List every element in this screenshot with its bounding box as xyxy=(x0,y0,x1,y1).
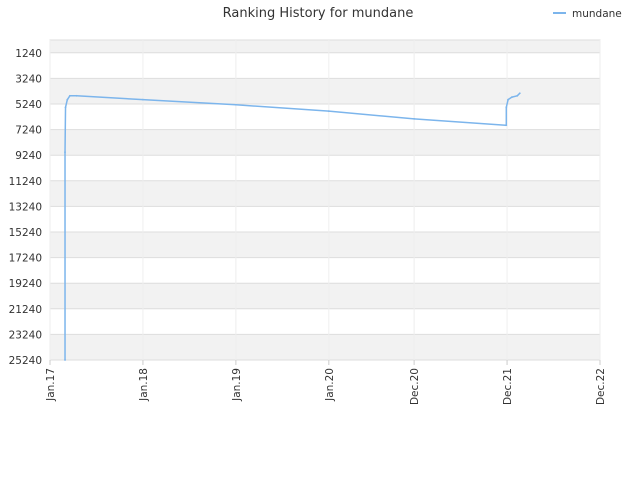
data-point[interactable] xyxy=(64,151,66,154)
series-layer xyxy=(64,92,521,361)
y-tick-label: 3240 xyxy=(15,73,42,85)
data-point[interactable] xyxy=(413,117,416,120)
x-tick-label: Jan.17 xyxy=(45,368,57,402)
y-tick-label: 25240 xyxy=(9,355,42,367)
y-tick-label: 11240 xyxy=(9,176,42,188)
data-point[interactable] xyxy=(75,94,78,97)
x-tick-label: Dec.21 xyxy=(502,368,514,405)
y-tick-label: 17240 xyxy=(9,253,42,265)
data-point[interactable] xyxy=(505,106,508,109)
plot-band xyxy=(50,334,600,360)
legend-label: mundane xyxy=(572,8,622,20)
data-point[interactable] xyxy=(505,124,508,127)
data-point[interactable] xyxy=(234,103,237,106)
y-tick-label: 23240 xyxy=(9,329,42,341)
y-tick-label: 9240 xyxy=(15,150,42,162)
y-axis-ticks: 1240 3240 5240 7240 9240 11240 13240 15240 17240… xyxy=(9,48,42,367)
y-tick-label: 5240 xyxy=(15,99,42,111)
y-tick-label: 1240 xyxy=(15,48,42,60)
plot-band xyxy=(50,283,600,309)
x-tick-label: Jan.20 xyxy=(324,368,336,402)
x-tick-label: Jan.19 xyxy=(231,368,243,402)
x-tick-label: Dec.20 xyxy=(409,368,421,405)
x-tick-label: Dec.22 xyxy=(595,368,607,405)
data-point[interactable] xyxy=(327,110,330,113)
data-point[interactable] xyxy=(516,94,519,97)
y-tick-label: 15240 xyxy=(9,227,42,239)
x-axis-ticks: Jan.17 Jan.18 Jan.19 Jan.20 Dec.20 Dec.21 Dec.… xyxy=(45,360,607,405)
y-tick-label: 19240 xyxy=(9,278,42,290)
data-point[interactable] xyxy=(68,94,71,97)
legend[interactable]: mundane xyxy=(553,8,622,20)
chart-title: Ranking History for mundane xyxy=(223,6,414,21)
x-tick-label: Jan.18 xyxy=(138,368,150,402)
data-point[interactable] xyxy=(64,106,67,109)
y-tick-label: 13240 xyxy=(9,201,42,213)
data-point[interactable] xyxy=(64,359,66,361)
plot-band xyxy=(50,129,600,156)
data-point[interactable] xyxy=(507,98,509,101)
data-point[interactable] xyxy=(66,98,69,101)
data-point[interactable] xyxy=(142,98,144,101)
plot-bands xyxy=(50,40,600,360)
plot-band xyxy=(50,78,600,104)
data-point[interactable] xyxy=(510,96,513,98)
plot-band xyxy=(50,40,600,53)
y-tick-label: 7240 xyxy=(15,125,42,137)
plot-band xyxy=(50,180,600,207)
plot-band xyxy=(50,232,600,258)
x-gridlines xyxy=(49,40,601,360)
data-point[interactable] xyxy=(518,92,521,95)
y-tick-label: 21240 xyxy=(9,304,42,316)
